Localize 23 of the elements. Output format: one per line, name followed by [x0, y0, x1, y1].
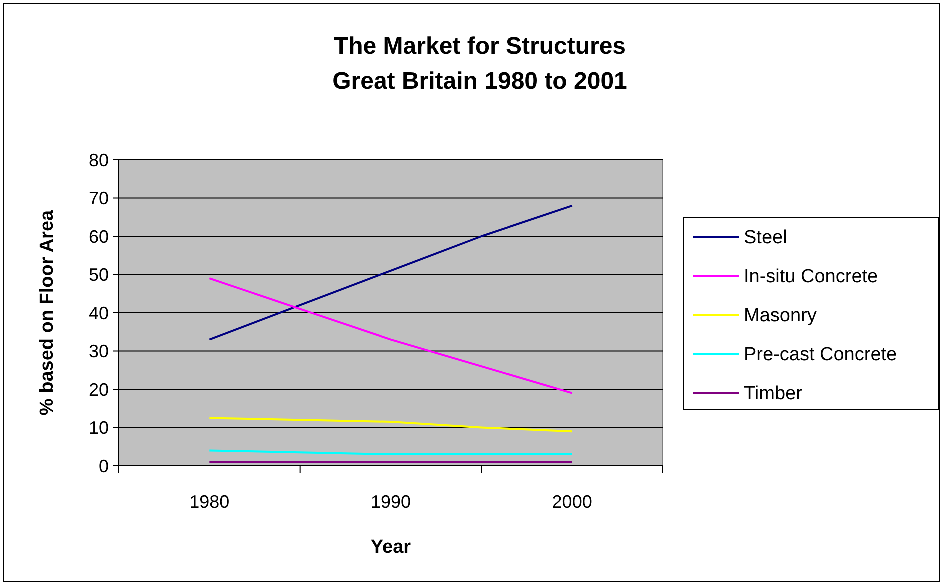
y-tick-label: 70 — [88, 188, 109, 209]
y-tick-label: 30 — [88, 342, 109, 362]
line-series — [208, 204, 574, 341]
legend-label: Steel — [744, 228, 788, 249]
y-tick-label: 50 — [88, 265, 109, 286]
x-tick-label: 1990 — [370, 492, 412, 512]
y-tick-label: 0 — [98, 456, 109, 476]
legend-label: Pre-cast Concrete — [744, 344, 898, 366]
chart-title: The Market for Structures Great Britain 1980 to 2001 — [332, 33, 628, 95]
y-axis-title: % based on Floor Area — [37, 210, 58, 416]
y-tick-label: 10 — [88, 418, 109, 438]
x-tick-label: 1980 — [190, 492, 230, 512]
y-tick-label: 20 — [88, 380, 109, 400]
y-tick-label: 40 — [88, 303, 109, 324]
legend-label: In-situ Concrete — [744, 266, 878, 288]
legend-label: Timber — [744, 384, 804, 405]
line-series — [208, 417, 574, 433]
x-axis-title: Year — [370, 537, 412, 558]
x-tick-label: 2000 — [552, 492, 592, 512]
line-series — [208, 278, 574, 394]
y-tick-label: 60 — [88, 226, 109, 247]
legend-label: Masonry — [744, 306, 818, 327]
y-tick-label: 80 — [88, 150, 109, 170]
